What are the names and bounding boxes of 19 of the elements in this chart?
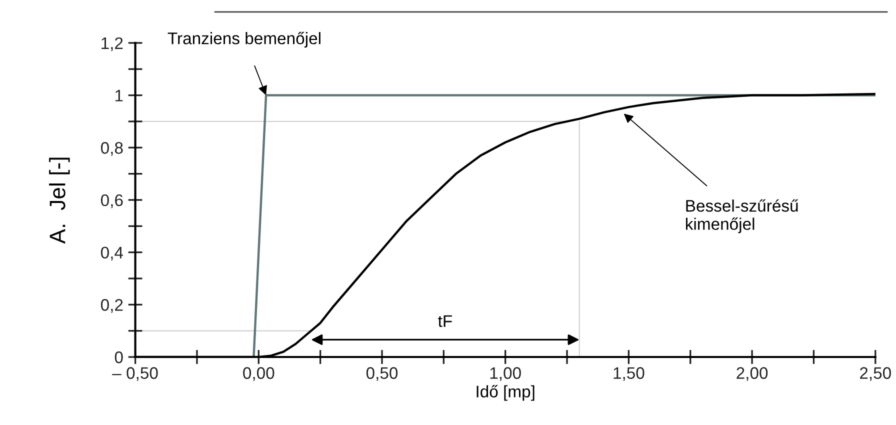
x-tick-label: – 0,50 [112, 367, 158, 381]
x-tick-label: 0,50 [366, 367, 398, 381]
annotation: Tranziens bemenőjel [168, 32, 320, 48]
y-tick-label: 0,4 [100, 246, 124, 260]
x-tick-label: 1,00 [490, 367, 521, 381]
x-tick-label: 0,00 [243, 367, 274, 381]
annotation: Bessel-szűrésű kimenőjel [686, 199, 798, 234]
y-tick-label: 0,8 [100, 142, 123, 156]
x-tick-label: 1,50 [614, 367, 644, 381]
y-tick-label: 1 [115, 90, 123, 102]
y-tick-label: 0,2 [100, 299, 123, 313]
x-tick-label: 2,00 [736, 367, 768, 381]
y-tick-label: 1,2 [102, 37, 123, 52]
y-axis-title: A. Jel [-] [49, 158, 70, 244]
y-tick-label: 0 [114, 351, 123, 364]
x-tick-label: 2,50 [860, 367, 891, 381]
x-axis-title: Idő [mp] [476, 385, 534, 401]
y-tick-label: 0,6 [100, 194, 123, 208]
annotation: tF [438, 315, 452, 327]
